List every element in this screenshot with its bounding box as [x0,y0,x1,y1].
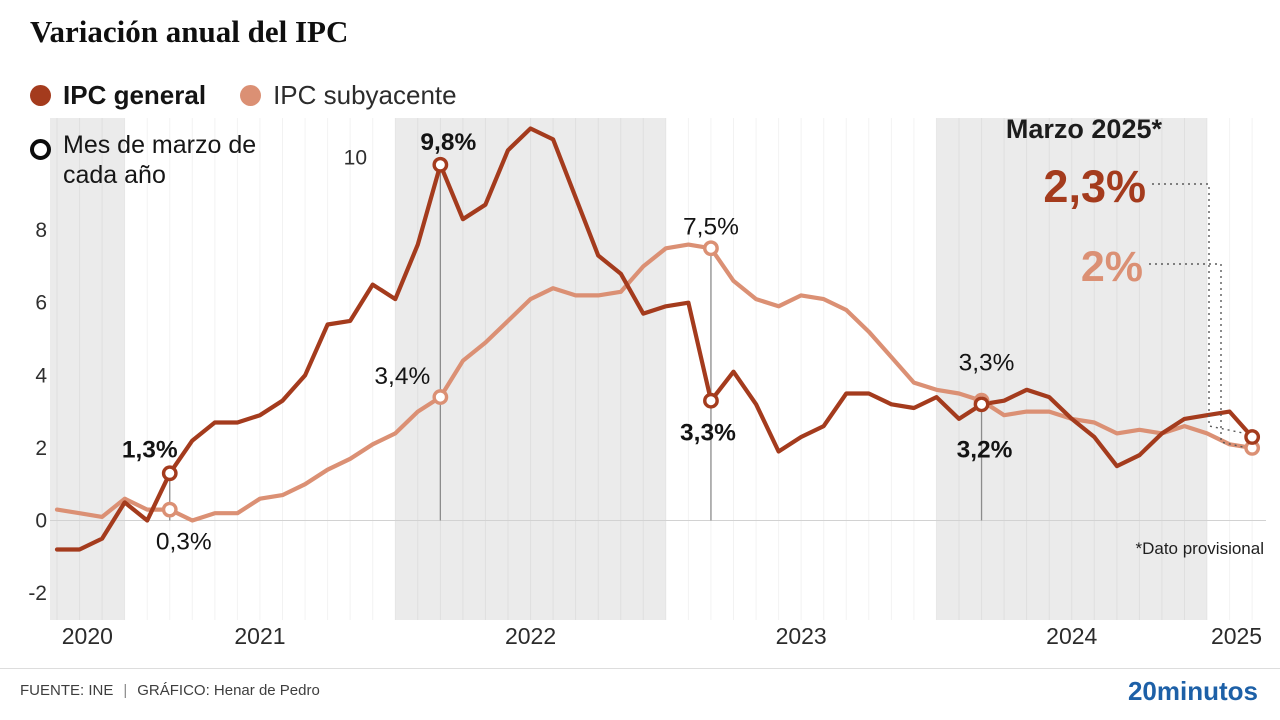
footer-separator: | [123,682,128,699]
brand-logo: 20minutos [1127,676,1258,706]
march-marker-general-2023 [703,392,719,409]
label-subyacente-2022: 3,4% [374,363,430,390]
march-marker-general-2021 [161,465,178,482]
ipc-subyacente-dot [240,85,262,106]
year-label-2024: 2024 [1046,623,1097,649]
footer: FUENTE: INE | GRÁFICO: Henar de Pedro [20,682,320,699]
year-band-2024 [936,118,1208,620]
march-marker-subyacente-2021 [161,501,178,518]
legend-label-general: IPC general [63,80,207,110]
footer-credit: GRÁFICO: Henar de Pedro [137,682,320,699]
y-tick--2: -2 [28,582,47,605]
ipc-general-dot [30,85,51,106]
year-label-2021: 2021 [234,623,285,649]
label-general-2021: 1,3% [122,436,178,463]
march-marker-subyacente-2025 [1244,439,1261,456]
march-ring-icon [30,139,51,160]
footer-divider [0,668,1280,669]
march-note: Mes de marzo de cada año [30,131,278,190]
y-tick-8: 8 [35,219,47,242]
label-subyacente-2024: 3,3% [959,350,1015,377]
year-band-2022 [395,118,666,620]
year-band-2020 [50,118,125,620]
connector-general-2025 [1152,183,1244,434]
label-general-2024: 3,2% [957,436,1013,463]
provisional-note: *Dato provisional [1135,539,1264,558]
footer-source: FUENTE: INE [20,682,114,699]
label-subyacente-2023: 7,5% [683,213,739,240]
label-general-2023: 3,3% [680,420,736,447]
annotation-subyacente-value: 2% [1081,243,1143,291]
label-general-2022: 9,8% [420,129,476,156]
annotation-general-value: 2,3% [1043,161,1146,212]
year-label-2023: 2023 [776,623,827,649]
y-tick-6: 6 [35,292,47,315]
legend: IPC general IPC subyacente [30,80,457,111]
march-marker-general-2024 [973,396,990,413]
y-tick-10: 10 [344,147,367,170]
ipc-subyacente-line [54,242,1255,523]
ipc-general-line [54,126,1255,552]
connector-subyacente-2025 [1149,263,1244,448]
y-tick-2: 2 [35,437,47,460]
march-marker-subyacente-2024 [973,392,990,409]
legend-label-subyacente: IPC subyacente [273,80,457,110]
march-marker-subyacente-2022 [432,389,449,405]
year-label-2025: 2025 [1211,623,1262,649]
march-marker-general-2022 [432,156,449,173]
annotation-title: Marzo 2025* [1006,114,1163,144]
y-tick-4: 4 [35,364,47,387]
label-subyacente-2021: 0,3% [156,529,212,556]
year-label-2020: 2020 [62,623,113,649]
y-tick-0: 0 [35,510,47,533]
year-label-2022: 2022 [505,623,556,649]
march-marker-general-2025 [1244,429,1261,445]
chart-title: Variación anual del IPC [30,14,349,49]
march-note-label: Mes de marzo de cada año [63,131,257,189]
march-marker-subyacente-2023 [703,240,719,257]
